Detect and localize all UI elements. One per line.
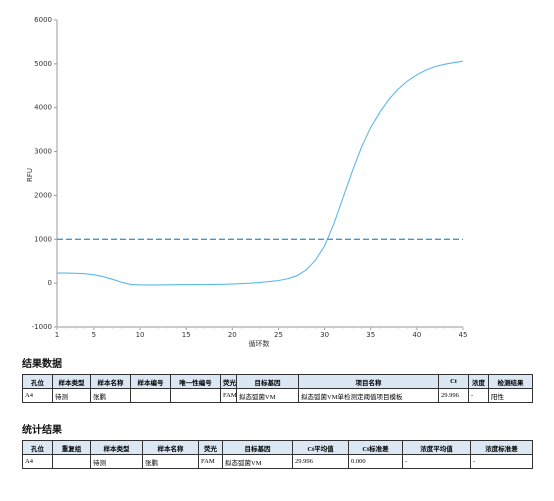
table-cell: 目标基因: [222, 440, 293, 455]
table-cell: 浓度平均值: [402, 440, 471, 455]
table-cell: 0.000: [348, 454, 403, 469]
header-row: 孔位 重复组 样本类型 样本名称 荧光 目标基因 Ct平均值 Ct标准差 浓度平均值 浓度标准差: [22, 440, 533, 455]
x-tick-label: 40: [412, 331, 421, 339]
table-cell: -: [402, 454, 471, 469]
section-title: 结果数据: [22, 359, 62, 370]
table-cell: Ct平均值: [292, 440, 349, 455]
x-tick-label: 25: [274, 331, 283, 339]
table-cell: 张鹏: [90, 388, 131, 403]
table-cell: 拟态弧菌VM: [236, 388, 299, 403]
table-cell: Ct标准差: [348, 440, 403, 455]
table: 孔位 重复组 样本类型 样本名称 荧光 目标基因 Ct平均值 Ct标准差 浓度平均值 浓度标准差 A…: [22, 440, 533, 469]
y-tick-label: 5000: [34, 60, 52, 68]
table-cell: 浓度: [468, 374, 489, 389]
y-axis-label: RFU: [26, 168, 34, 182]
table-cell: 样本类型: [52, 374, 91, 389]
table-cell: 荧光: [198, 440, 223, 455]
data-row: A4 待测 张鹏 FAM 拟态弧菌VM 29.996 0.000- -: [22, 454, 533, 469]
table-cell: 项目名称: [298, 374, 439, 389]
table-cell: 待测: [90, 454, 143, 469]
section-title: 统计结果: [22, 425, 62, 436]
table-cell: -: [468, 388, 489, 403]
table: 孔位 样本类型 样本名称 样本编号 唯一性编号 荧光 目标基因 项目名称 Ct 浓度 检测结果 A4 待…: [22, 374, 533, 403]
x-axis-label: 循环数: [249, 339, 270, 348]
table-cell: 29.996: [438, 388, 469, 403]
table-cell: 孔位: [22, 374, 53, 389]
x-tick-label: 10: [136, 331, 145, 339]
y-tick-label: 1000: [34, 235, 52, 243]
table-cell: 目标基因: [236, 374, 299, 389]
table-cell: 重复组: [52, 440, 91, 455]
table-cell: 样本名称: [90, 374, 131, 389]
data-row: A4 待测 张鹏 FAM 拟态弧菌VM 拟态弧菌VM单检测定阈值项目模板 29.996- 阳性: [22, 388, 533, 403]
table-cell: Ct: [438, 374, 469, 389]
table-cell: [170, 388, 221, 403]
amplification-curve: [57, 60, 464, 286]
table-cell: 待测: [52, 388, 91, 403]
table-cell: [130, 388, 171, 403]
table-cell: A4: [22, 454, 53, 469]
y-tick-label: 0: [48, 279, 52, 287]
table-cell: FAM: [198, 454, 223, 469]
table-cell: A4: [22, 388, 53, 403]
table-cell: 阳性: [488, 388, 533, 403]
table-cell: 浓度标准差: [470, 440, 533, 455]
table-cell: 拟态弧菌VM单检测定阈值项目模板: [298, 388, 439, 403]
y-tick-label: 4000: [34, 104, 52, 112]
x-tick-label: 20: [228, 331, 237, 339]
table-cell: 唯一性编号: [170, 374, 221, 389]
x-tick-label: 45: [459, 331, 468, 339]
x-tick-label: 35: [366, 331, 375, 339]
table-cell: 孔位: [22, 440, 53, 455]
table-cell: 29.996: [292, 454, 349, 469]
table-cell: 拟态弧菌VM: [222, 454, 293, 469]
table-cell: 样本编号: [130, 374, 171, 389]
table-cell: 张鹏: [142, 454, 199, 469]
table-cell: -: [470, 454, 533, 469]
y-tick-label: 2000: [34, 191, 52, 199]
header-row: 孔位 样本类型 样本名称 样本编号 唯一性编号 荧光 目标基因 项目名称 Ct 浓度 检测结果: [22, 374, 533, 389]
y-tick-label: -1000: [32, 323, 52, 331]
table-cell: 检测结果: [488, 374, 533, 389]
y-tick-label: 3000: [34, 148, 52, 156]
table-cell: 荧光: [220, 374, 237, 389]
x-tick-label: 30: [320, 331, 329, 339]
x-tick-label: 5: [92, 331, 96, 339]
table-cell: 样本名称: [142, 440, 199, 455]
table-cell: FAM: [220, 388, 237, 403]
table-cell: 样本类型: [90, 440, 143, 455]
x-tick-label: 15: [182, 331, 191, 339]
y-tick-label: 6000: [34, 16, 52, 24]
x-tick-label: 1: [55, 331, 59, 339]
table-cell: [52, 454, 91, 469]
